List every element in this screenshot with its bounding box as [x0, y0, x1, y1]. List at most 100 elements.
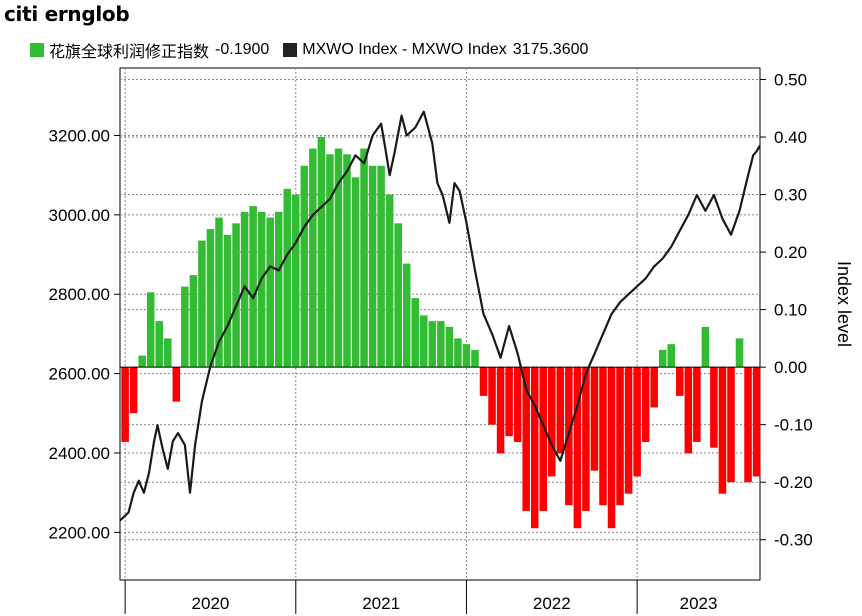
- bar-positive: [360, 148, 368, 368]
- bar-negative: [582, 367, 590, 511]
- right-tick-label: 0.50: [774, 71, 807, 90]
- bar-negative: [548, 367, 556, 477]
- legend-value: 3175.3600: [512, 41, 589, 58]
- bar-negative: [599, 367, 607, 506]
- bar-negative: [633, 367, 641, 477]
- bar-negative: [607, 367, 616, 529]
- bar-negative: [556, 367, 565, 454]
- x-tick-label: 2023: [680, 594, 718, 613]
- bar-positive: [402, 263, 411, 368]
- bar-negative: [624, 367, 633, 494]
- bar-negative: [744, 367, 752, 483]
- bar-positive: [189, 275, 198, 368]
- bar-negative: [505, 367, 513, 437]
- right-axis-title: Index level: [834, 261, 854, 347]
- legend-swatch-black: [283, 43, 298, 57]
- bar-positive: [146, 292, 155, 368]
- bar-negative: [727, 367, 735, 483]
- bar-negative: [650, 367, 658, 408]
- x-tick-label: 2020: [192, 594, 230, 613]
- x-tick-label: 2022: [533, 594, 571, 613]
- bar-negative: [718, 367, 727, 494]
- chart-title: citi ernglob: [4, 2, 130, 26]
- legend-item-revision-index: 花旗全球利润修正指数 -0.1900: [30, 38, 269, 62]
- bar-negative: [488, 367, 496, 425]
- index-line: [119, 110, 761, 522]
- bar-positive: [283, 188, 292, 368]
- bar-positive: [309, 148, 317, 368]
- left-tick-label: 2600.00: [49, 365, 110, 384]
- bar-positive: [735, 338, 744, 368]
- right-tick-label: 0.10: [774, 301, 807, 320]
- bar-negative: [513, 367, 522, 442]
- bar-positive: [385, 194, 394, 368]
- right-tick-label: 0.00: [774, 358, 807, 377]
- bar-negative: [121, 367, 129, 442]
- bar-positive: [274, 211, 283, 368]
- bar-positive: [437, 321, 445, 368]
- legend: 花旗全球利润修正指数 -0.1900 MXWO Index - MXWO Ind…: [30, 38, 602, 62]
- bar-positive: [138, 355, 146, 368]
- bar-positive: [249, 206, 257, 368]
- bar-positive: [667, 344, 676, 368]
- bar-negative: [172, 367, 181, 402]
- bar-positive: [300, 165, 309, 368]
- right-tick-label: 0.20: [774, 243, 807, 262]
- bar-positive: [462, 344, 471, 368]
- bar-positive: [317, 137, 326, 368]
- right-tick-label: 0.40: [774, 128, 807, 147]
- bar-positive: [454, 338, 462, 368]
- legend-label: 花旗全球利润修正指数: [49, 44, 210, 61]
- bar-negative: [710, 367, 718, 448]
- bar-negative: [684, 367, 693, 454]
- right-tick-label: -0.10: [774, 416, 813, 435]
- bar-positive: [326, 154, 334, 368]
- left-tick-label: 2800.00: [49, 285, 110, 304]
- bar-positive: [257, 211, 266, 368]
- bar-positive: [198, 240, 206, 368]
- bar-negative: [616, 367, 624, 506]
- bar-positive: [420, 315, 428, 368]
- bar-positive: [240, 211, 249, 368]
- bar-positive: [232, 223, 240, 368]
- bar-positive: [223, 234, 232, 368]
- bar-positive: [155, 321, 164, 368]
- bar-negative: [752, 367, 761, 477]
- bar-negative: [573, 367, 582, 529]
- bar-negative: [522, 367, 530, 511]
- left-tick-label: 3000.00: [49, 206, 110, 225]
- bar-negative: [676, 367, 684, 396]
- x-tick-label: 2021: [362, 594, 400, 613]
- plot-frame: [119, 67, 761, 581]
- bar-positive: [334, 148, 343, 368]
- bar-positive: [471, 349, 479, 368]
- left-tick-label: 2400.00: [49, 444, 110, 463]
- bar-positive: [206, 229, 215, 368]
- bar-positive: [445, 326, 454, 368]
- left-tick-label: 2200.00: [49, 523, 110, 542]
- bar-positive: [343, 154, 351, 368]
- bar-positive: [266, 217, 274, 368]
- legend-value: -0.1900: [215, 41, 270, 58]
- bar-negative: [641, 367, 650, 442]
- left-tick-label: 3200.00: [49, 126, 110, 145]
- bar-negative: [496, 367, 505, 454]
- bar-positive: [658, 349, 667, 368]
- bar-negative: [693, 367, 701, 442]
- bar-negative: [530, 367, 539, 529]
- legend-swatch-green: [30, 43, 44, 57]
- bar-positive: [701, 326, 710, 368]
- bar-positive: [164, 338, 172, 368]
- bar-positive: [394, 223, 402, 368]
- bar-positive: [428, 321, 437, 368]
- legend-label: MXWO Index - MXWO Index: [302, 41, 507, 58]
- bar-positive: [411, 298, 420, 368]
- bar-positive: [181, 286, 189, 368]
- bar-negative: [479, 367, 488, 396]
- bar-positive: [292, 194, 300, 368]
- right-tick-label: -0.20: [774, 473, 813, 492]
- bar-negative: [539, 367, 548, 511]
- bar-negative: [590, 367, 599, 471]
- bar-positive: [351, 177, 360, 368]
